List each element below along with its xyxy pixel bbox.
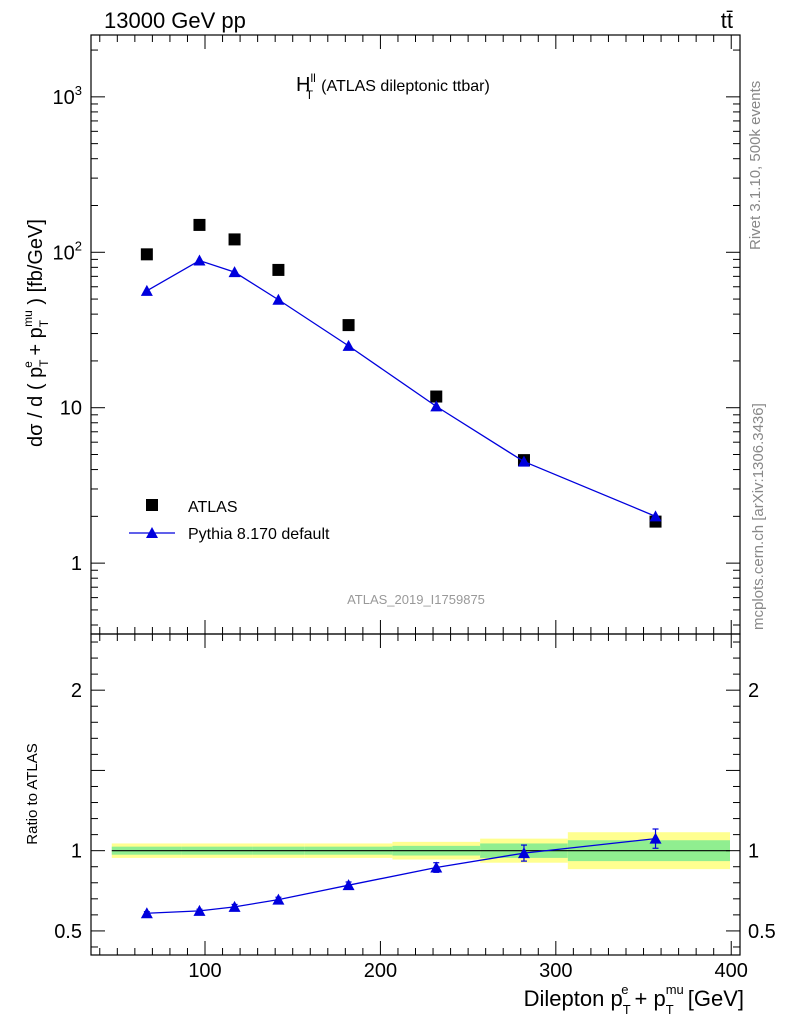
atlas-point — [342, 319, 355, 332]
ratio-point — [517, 847, 530, 859]
pythia-point — [228, 266, 241, 278]
ratio-yticks: 0.5 0.5 1 1 2 2 — [54, 641, 776, 948]
ratio-ytick-label-right: 1 — [748, 841, 759, 863]
ratio-point — [272, 893, 285, 905]
ratio-ytick-label-right: 0.5 — [748, 921, 776, 943]
pythia-point — [193, 254, 206, 266]
main-ytick-label: 10 — [60, 398, 82, 420]
main-title-sup: ll — [310, 71, 315, 85]
xlabel-base: Dilepton p — [524, 986, 623, 1011]
ratio-line — [146, 837, 656, 914]
atlas-point — [430, 390, 443, 403]
main-title-rest: (ATLAS dileptonic ttbar) — [321, 78, 490, 95]
pythia-point — [517, 455, 530, 467]
ratio-point — [193, 904, 206, 916]
ratio-ytick-label: 2 — [71, 680, 82, 702]
pythia-point — [272, 293, 285, 305]
ratio-series — [140, 828, 662, 919]
analysis-watermark: ATLAS_2019_I1759875 — [347, 592, 485, 607]
header-energy-label: 13000 GeV pp — [104, 8, 246, 33]
legend-pythia-marker — [146, 527, 158, 538]
ratio-ylabel: Ratio to ATLAS — [24, 743, 41, 844]
main-title-sub: T — [306, 88, 314, 102]
legend-atlas-label: ATLAS — [188, 499, 238, 516]
main-xticks — [99, 35, 732, 634]
xlabel-rest: [GeV] — [688, 986, 744, 1011]
ratio-point — [430, 861, 443, 873]
ratio-point — [342, 879, 355, 891]
atlas-point — [228, 233, 241, 246]
main-ytick-label: 102 — [53, 238, 82, 264]
ratio-xticks: 100 200 300 400 — [99, 634, 748, 982]
main-yticks: 1 10 102 103 — [53, 49, 740, 626]
main-title: Hll T (ATLAS dileptonic ttbar) — [296, 71, 490, 102]
atlas-point — [193, 218, 206, 231]
ratio-xtick-label: 200 — [364, 960, 397, 982]
ratio-xtick-label: 100 — [188, 960, 221, 982]
main-panel: Hll T (ATLAS dileptonic ttbar) ATLAS_2019_… — [21, 34, 741, 635]
atlas-point — [272, 263, 285, 276]
pythia-point — [430, 400, 443, 412]
ratio-frame — [90, 633, 741, 956]
ratio-xtick-label: 300 — [539, 960, 572, 982]
atlas-point — [140, 248, 153, 261]
ratio-xlabel: Dilepton pTe + pTmu [GeV] — [524, 982, 744, 1017]
ratio-point — [228, 900, 241, 912]
ratio-panel: 0.5 0.5 1 1 2 2 100 200 300 400 Ratio to ATLAS D… — [24, 633, 776, 1017]
ratio-xtick-label: 400 — [715, 960, 748, 982]
ratio-ytick-label: 0.5 — [54, 921, 82, 943]
pythia-line — [146, 259, 656, 517]
ratio-point — [140, 907, 153, 919]
pythia-point — [140, 284, 153, 296]
ratio-ytick-label-right: 2 — [748, 680, 759, 702]
header-process-label: tt̄ — [721, 8, 733, 33]
main-ytick-label: 1 — [71, 553, 82, 575]
main-frame — [90, 34, 741, 635]
ratio-point — [649, 832, 662, 844]
main-ylabel: dσ / d ( pTe + pTmu ) [fb/GeV] — [21, 219, 51, 447]
pythia-point — [649, 510, 662, 522]
legend-pythia-label: Pythia 8.170 default — [188, 526, 330, 543]
rivet-version-label: Rivet 3.1.10, 500k events — [747, 81, 764, 250]
main-title-base: H — [296, 74, 310, 96]
main-ytick-label: 103 — [53, 83, 82, 109]
mcplots-credit-label: mcplots.cern.ch [arXiv:1306.3436] — [750, 403, 767, 630]
legend-atlas-marker — [146, 499, 158, 511]
ratio-ytick-label: 1 — [71, 841, 82, 863]
main-series — [140, 218, 662, 528]
pythia-point — [342, 339, 355, 351]
legend: ATLAS Pythia 8.170 default — [129, 499, 330, 543]
